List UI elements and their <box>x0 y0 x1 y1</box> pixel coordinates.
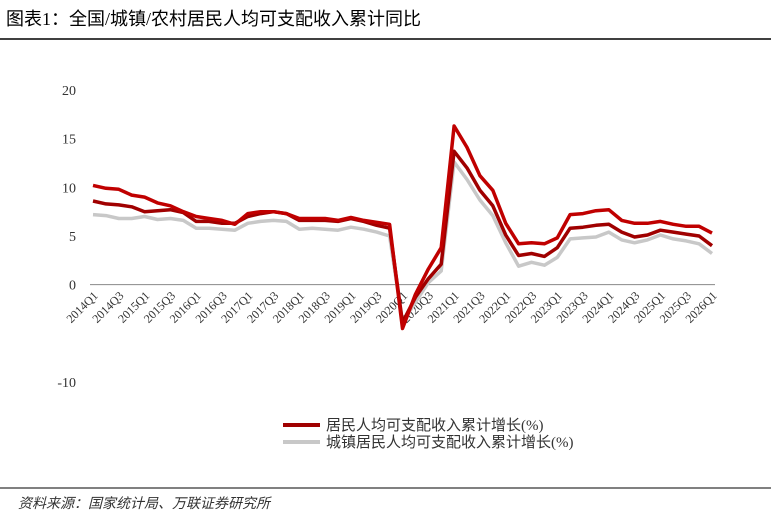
y-tick-label: 10 <box>62 181 76 196</box>
y-tick-label: 5 <box>69 230 76 245</box>
y-tick-label: 0 <box>69 279 76 294</box>
legend-label: 居民人均可支配收入累计增长(%) <box>326 417 544 434</box>
legend-label: 城镇居民人均可支配收入累计增长(%) <box>326 434 574 451</box>
series-line <box>92 124 713 331</box>
y-tick-label: 20 <box>62 84 76 99</box>
chart-title: 图表1：全国/城镇/农村居民人均可支配收入累计同比 <box>6 9 421 29</box>
source: 资料来源：国家统计局、万联证券研究所 <box>18 496 272 512</box>
y-tick-label: 15 <box>62 133 76 148</box>
y-tick-label: -10 <box>57 376 76 391</box>
